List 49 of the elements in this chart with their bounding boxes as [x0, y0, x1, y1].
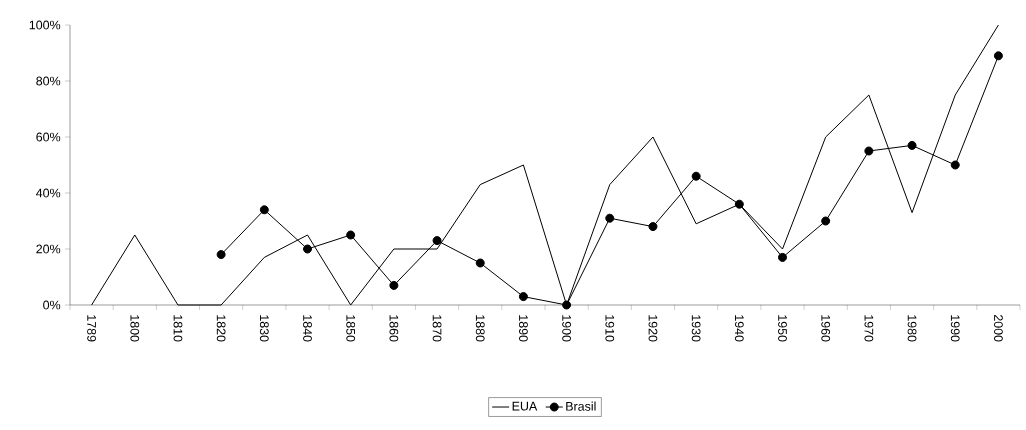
- x-tick-label: 1890: [519, 315, 528, 342]
- point: [562, 300, 572, 310]
- x-tick-label: 1860: [389, 315, 399, 342]
- point: [648, 222, 658, 232]
- point: [778, 252, 788, 262]
- point: [216, 250, 226, 260]
- point: [864, 146, 874, 156]
- point: [950, 160, 960, 170]
- point: [821, 216, 831, 226]
- x-tick-label: 1930: [691, 315, 701, 342]
- legend-label: EUA: [512, 401, 538, 411]
- y-tick-label: 40%: [36, 188, 61, 198]
- y-tick-label: 60%: [36, 132, 61, 142]
- y-tick-label: 100%: [29, 20, 61, 30]
- x-tick-label: 1970: [864, 315, 874, 342]
- point: [346, 230, 356, 240]
- point: [993, 51, 1003, 61]
- x-tick-label: 1960: [821, 315, 831, 342]
- point: [691, 171, 701, 181]
- x-tick-label: 1820: [216, 315, 226, 342]
- point: [475, 258, 485, 268]
- point: [907, 140, 917, 150]
- point: [303, 244, 312, 254]
- x-tick-label: 2000: [994, 314, 1003, 342]
- x-tick-label: 1870: [432, 315, 442, 342]
- x-tick-label: 1900: [562, 315, 571, 342]
- x-tick-label: 1850: [346, 315, 356, 342]
- point: [389, 280, 399, 290]
- y-tick-label: 80%: [36, 76, 61, 86]
- x-tick-label: 1800: [130, 315, 140, 342]
- point: [259, 205, 269, 215]
- point: [605, 213, 615, 223]
- x-tick-label: 1880: [475, 315, 485, 342]
- x-tick-label: 1830: [259, 315, 269, 342]
- point: [734, 199, 744, 209]
- x-tick-label: 1950: [778, 315, 787, 342]
- x-tick-label: 1980: [907, 315, 917, 342]
- legend-label: Brasil: [566, 401, 596, 411]
- point: [432, 236, 442, 246]
- x-tick-label: 1990: [950, 315, 960, 342]
- x-tick-label: 1810: [173, 315, 183, 342]
- x-tick-label: 1789: [87, 315, 96, 342]
- x-tick-label: 1940: [734, 315, 744, 342]
- x-tick-label: 1840: [303, 315, 312, 342]
- y-tick-label: 0%: [43, 300, 61, 310]
- point: [518, 292, 528, 302]
- x-tick-label: 1920: [648, 315, 658, 342]
- y-tick-label: 20%: [36, 244, 61, 254]
- x-tick-label: 1910: [605, 315, 615, 342]
